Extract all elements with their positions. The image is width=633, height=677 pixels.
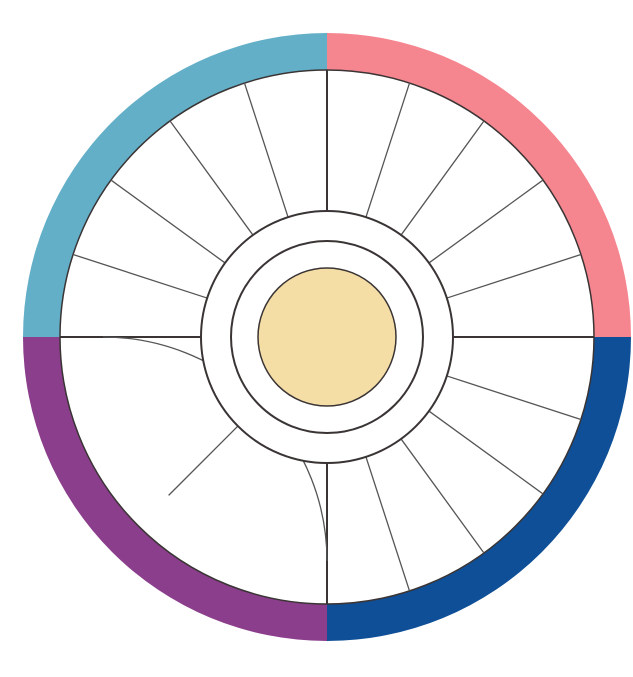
ring-segment-bottom-right xyxy=(327,337,631,641)
ring-segment-bottom-left xyxy=(23,337,327,641)
segment-divider xyxy=(72,253,208,299)
segment-divider xyxy=(446,253,582,299)
ring-segment-top-left xyxy=(23,33,327,337)
segment-divider xyxy=(365,82,411,218)
outer-color-ring xyxy=(23,33,631,641)
segment-divider xyxy=(446,375,582,421)
segment-divider xyxy=(365,456,411,592)
center-circle xyxy=(257,267,397,407)
segment-divider xyxy=(169,120,254,236)
segment-divider xyxy=(400,120,485,236)
segment-divider xyxy=(243,82,289,218)
ring-segment-top-right xyxy=(327,33,631,337)
segment-divider xyxy=(400,438,485,554)
segment-divider xyxy=(428,179,544,264)
segment-divider xyxy=(168,425,239,496)
segment-divider xyxy=(110,179,226,264)
segment-divider xyxy=(428,410,544,495)
